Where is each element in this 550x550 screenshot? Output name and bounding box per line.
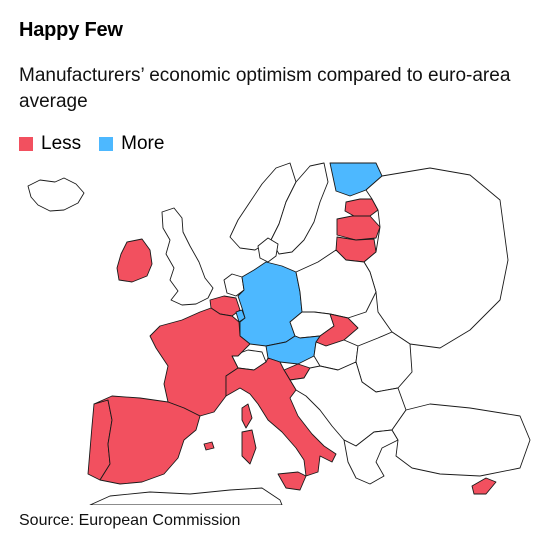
source-note: Source: European Commission (19, 512, 241, 529)
country-france (149, 307, 251, 417)
legend-label-less: Less (41, 133, 82, 154)
country-eastern-europe (363, 167, 509, 349)
country-sicily (277, 471, 307, 491)
country-latvia (336, 215, 381, 241)
country-spain (93, 395, 201, 485)
country-sweden (270, 162, 329, 255)
chart-subtitle: Manufacturers’ economic optimism compare… (19, 65, 511, 112)
country-corsica (241, 403, 253, 429)
country-denmark (257, 237, 279, 263)
europe-map (27, 162, 531, 505)
country-italy (225, 357, 337, 477)
country-romania (355, 331, 413, 393)
chart-title: Happy Few (19, 19, 123, 41)
legend-swatch-more (99, 137, 114, 151)
country-united-kingdom (161, 207, 214, 306)
legend-label-more: More (121, 133, 165, 154)
country-turkey (391, 403, 531, 477)
country-north-africa (89, 487, 283, 505)
legend-item-less: Less (19, 133, 81, 155)
legend: Less More (19, 133, 182, 155)
country-greece (343, 429, 399, 485)
country-iceland (27, 177, 85, 212)
country-germany (237, 261, 303, 347)
country-cyprus (471, 477, 497, 495)
country-estonia (344, 198, 379, 217)
country-ireland (116, 238, 153, 283)
legend-swatch-less (19, 137, 33, 151)
country-balearic-islands (203, 441, 215, 451)
legend-item-more: More (99, 133, 164, 155)
country-sardinia (241, 429, 257, 465)
